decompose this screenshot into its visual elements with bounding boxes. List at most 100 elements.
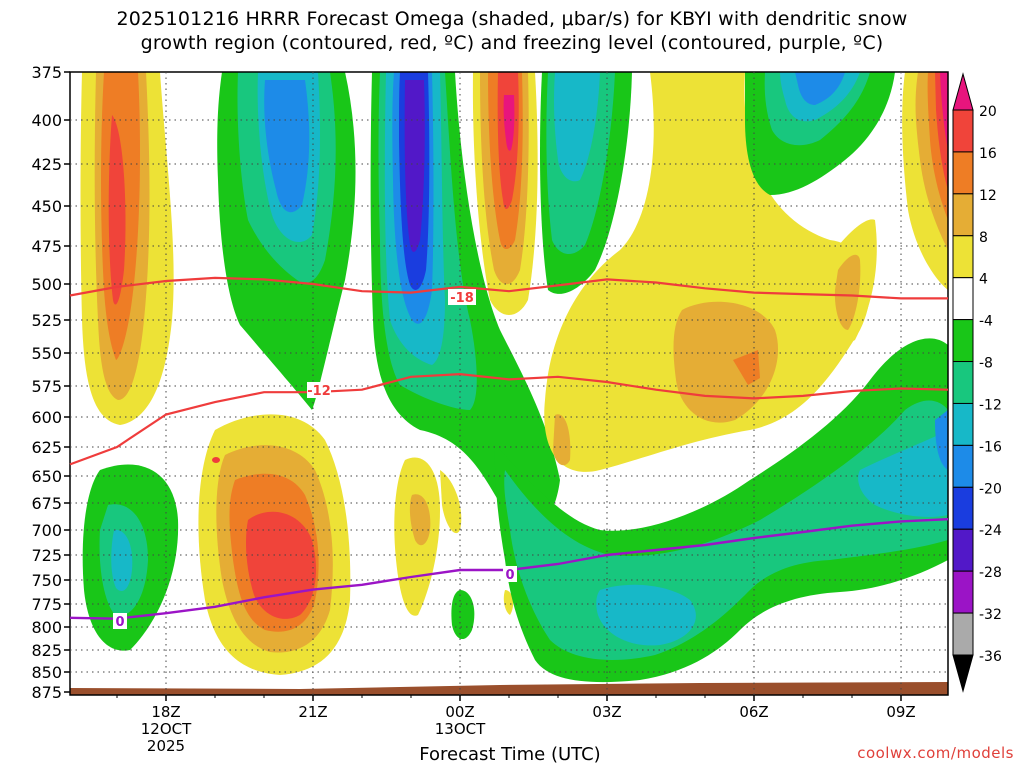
colorbar-box [952, 193, 974, 237]
upper-negative-core [404, 80, 425, 252]
colorbar-label: 20 [979, 104, 997, 120]
colorbar: 20 16 12 8 4 -4 -8 -12 -16 -20 -24 -28 -32 -36 [952, 72, 1002, 693]
colorbar-box [952, 277, 974, 321]
dgz-lower-contour [69, 372, 949, 466]
x-tick-label: 00Z [445, 703, 474, 721]
y-tick-label: 675 [31, 494, 62, 513]
colorbar-box [952, 486, 974, 530]
x-tick-label: 03Z [592, 703, 621, 721]
colorbar-label: -36 [979, 649, 1002, 665]
upper-negative-core [264, 80, 310, 213]
freezing-label: 0 [115, 615, 124, 630]
chart-title-line-1: 2025101216 HRRR Forecast Omega (shaded, … [116, 8, 908, 30]
colorbar-label: -32 [979, 607, 1002, 623]
upper-right-negative-core [795, 72, 845, 105]
freezing-label-bg [113, 613, 127, 629]
small-positive-blob [440, 470, 462, 534]
y-tick-label: 400 [31, 111, 62, 130]
upper-negative-core [554, 72, 600, 182]
colorbar-box [952, 612, 974, 656]
x-tick-label: 21Z [298, 703, 327, 721]
colorbar-label: 16 [979, 146, 997, 162]
y-tick-label: 475 [31, 237, 62, 256]
upper-positive-core [108, 115, 126, 305]
y-tick-label: 375 [31, 63, 62, 82]
right-edge-positive-core [940, 72, 948, 150]
colorbar-box [952, 235, 974, 279]
mid-positive-region [544, 72, 870, 472]
x-tick-label: 18Z [151, 703, 180, 721]
terrain-strip [70, 682, 948, 695]
colorbar-label: -12 [979, 397, 1002, 413]
colorbar-box [952, 444, 974, 488]
gridlines [70, 72, 948, 695]
colorbar-box [952, 319, 974, 363]
colorbar-label: -28 [979, 565, 1002, 581]
colorbar-box [952, 151, 974, 195]
mid-positive-core [673, 301, 779, 423]
omega-shading [70, 72, 948, 695]
y-tick-label: 875 [31, 683, 62, 702]
y-tick-label: 600 [31, 408, 62, 427]
lower-negative-core [596, 584, 696, 646]
small-negative-blob [451, 590, 475, 640]
x-tick-label: 06Z [739, 703, 768, 721]
colorbar-label: -8 [979, 356, 993, 372]
y-tick-label: 550 [31, 344, 62, 363]
colorbar-label: -4 [979, 314, 993, 330]
colorbar-label: -16 [979, 439, 1002, 455]
upper-right-positive-core [834, 254, 861, 330]
y-tick-label: 750 [31, 571, 62, 590]
y-tick-label: 700 [31, 521, 62, 540]
colorbar-label: 12 [979, 188, 997, 204]
dgz-small-contour [212, 457, 220, 463]
freezing-label: 0 [505, 568, 514, 583]
dgz-upper-label-bg [448, 289, 476, 305]
y-tick-label: 525 [31, 311, 62, 330]
colorbar-box [952, 402, 974, 446]
dgz-upper-label: -18 [450, 291, 474, 306]
colorbar-label: 8 [979, 230, 988, 246]
colorbar-box [952, 528, 974, 572]
colorbar-bottom-arrow [952, 654, 974, 693]
y-tick-label: 450 [31, 197, 62, 216]
y-tick-label: 425 [31, 155, 62, 174]
y-tick-label: 625 [31, 438, 62, 457]
colorbar-box [952, 109, 974, 153]
dgz-upper-contour [69, 276, 948, 300]
y-tick-label: 575 [31, 377, 62, 396]
y-axis: 375 400 425 450 475 500 525 550 575 600 625 650 675 7… [31, 63, 70, 702]
y-tick-label: 800 [31, 618, 62, 637]
y-tick-label: 825 [31, 641, 62, 660]
colorbar-top-arrow [952, 72, 974, 111]
colorbar-label: 4 [979, 272, 988, 288]
y-tick-label: 650 [31, 467, 62, 486]
dgz-lower-label: -12 [307, 384, 331, 399]
x-tick-label: 13OCT [435, 720, 486, 738]
y-tick-label: 775 [31, 595, 62, 614]
x-tick-label: 09Z [886, 703, 915, 721]
freezing-label-bg [503, 566, 517, 582]
lower-negative-left-core [111, 529, 133, 591]
colorbar-label: -20 [979, 481, 1002, 497]
mid-positive-core [553, 414, 571, 466]
lower-negative-core [935, 410, 948, 470]
chart-title-line-2: growth region (contoured, red, ºC) and f… [140, 32, 884, 54]
x-tick-label: 12OCT [141, 720, 192, 738]
y-tick-label: 500 [31, 275, 62, 294]
lower-negative-core [858, 430, 948, 517]
small-positive-blob-core [409, 494, 431, 546]
mid-positive-core [733, 350, 760, 385]
credit-text: coolwx.com/models [857, 744, 1014, 762]
x-axis-label: Forecast Time (UTC) [419, 744, 601, 765]
colorbar-label: -24 [979, 523, 1002, 539]
dgz-lower-label-bg [307, 382, 331, 398]
colorbar-box [952, 570, 974, 614]
y-tick-label: 850 [31, 663, 62, 682]
colorbar-box [952, 361, 974, 404]
contour-lines: -18 -12 0 0 [69, 276, 949, 630]
x-tick-label: 2025 [147, 737, 185, 755]
small-positive-blob [503, 590, 514, 615]
